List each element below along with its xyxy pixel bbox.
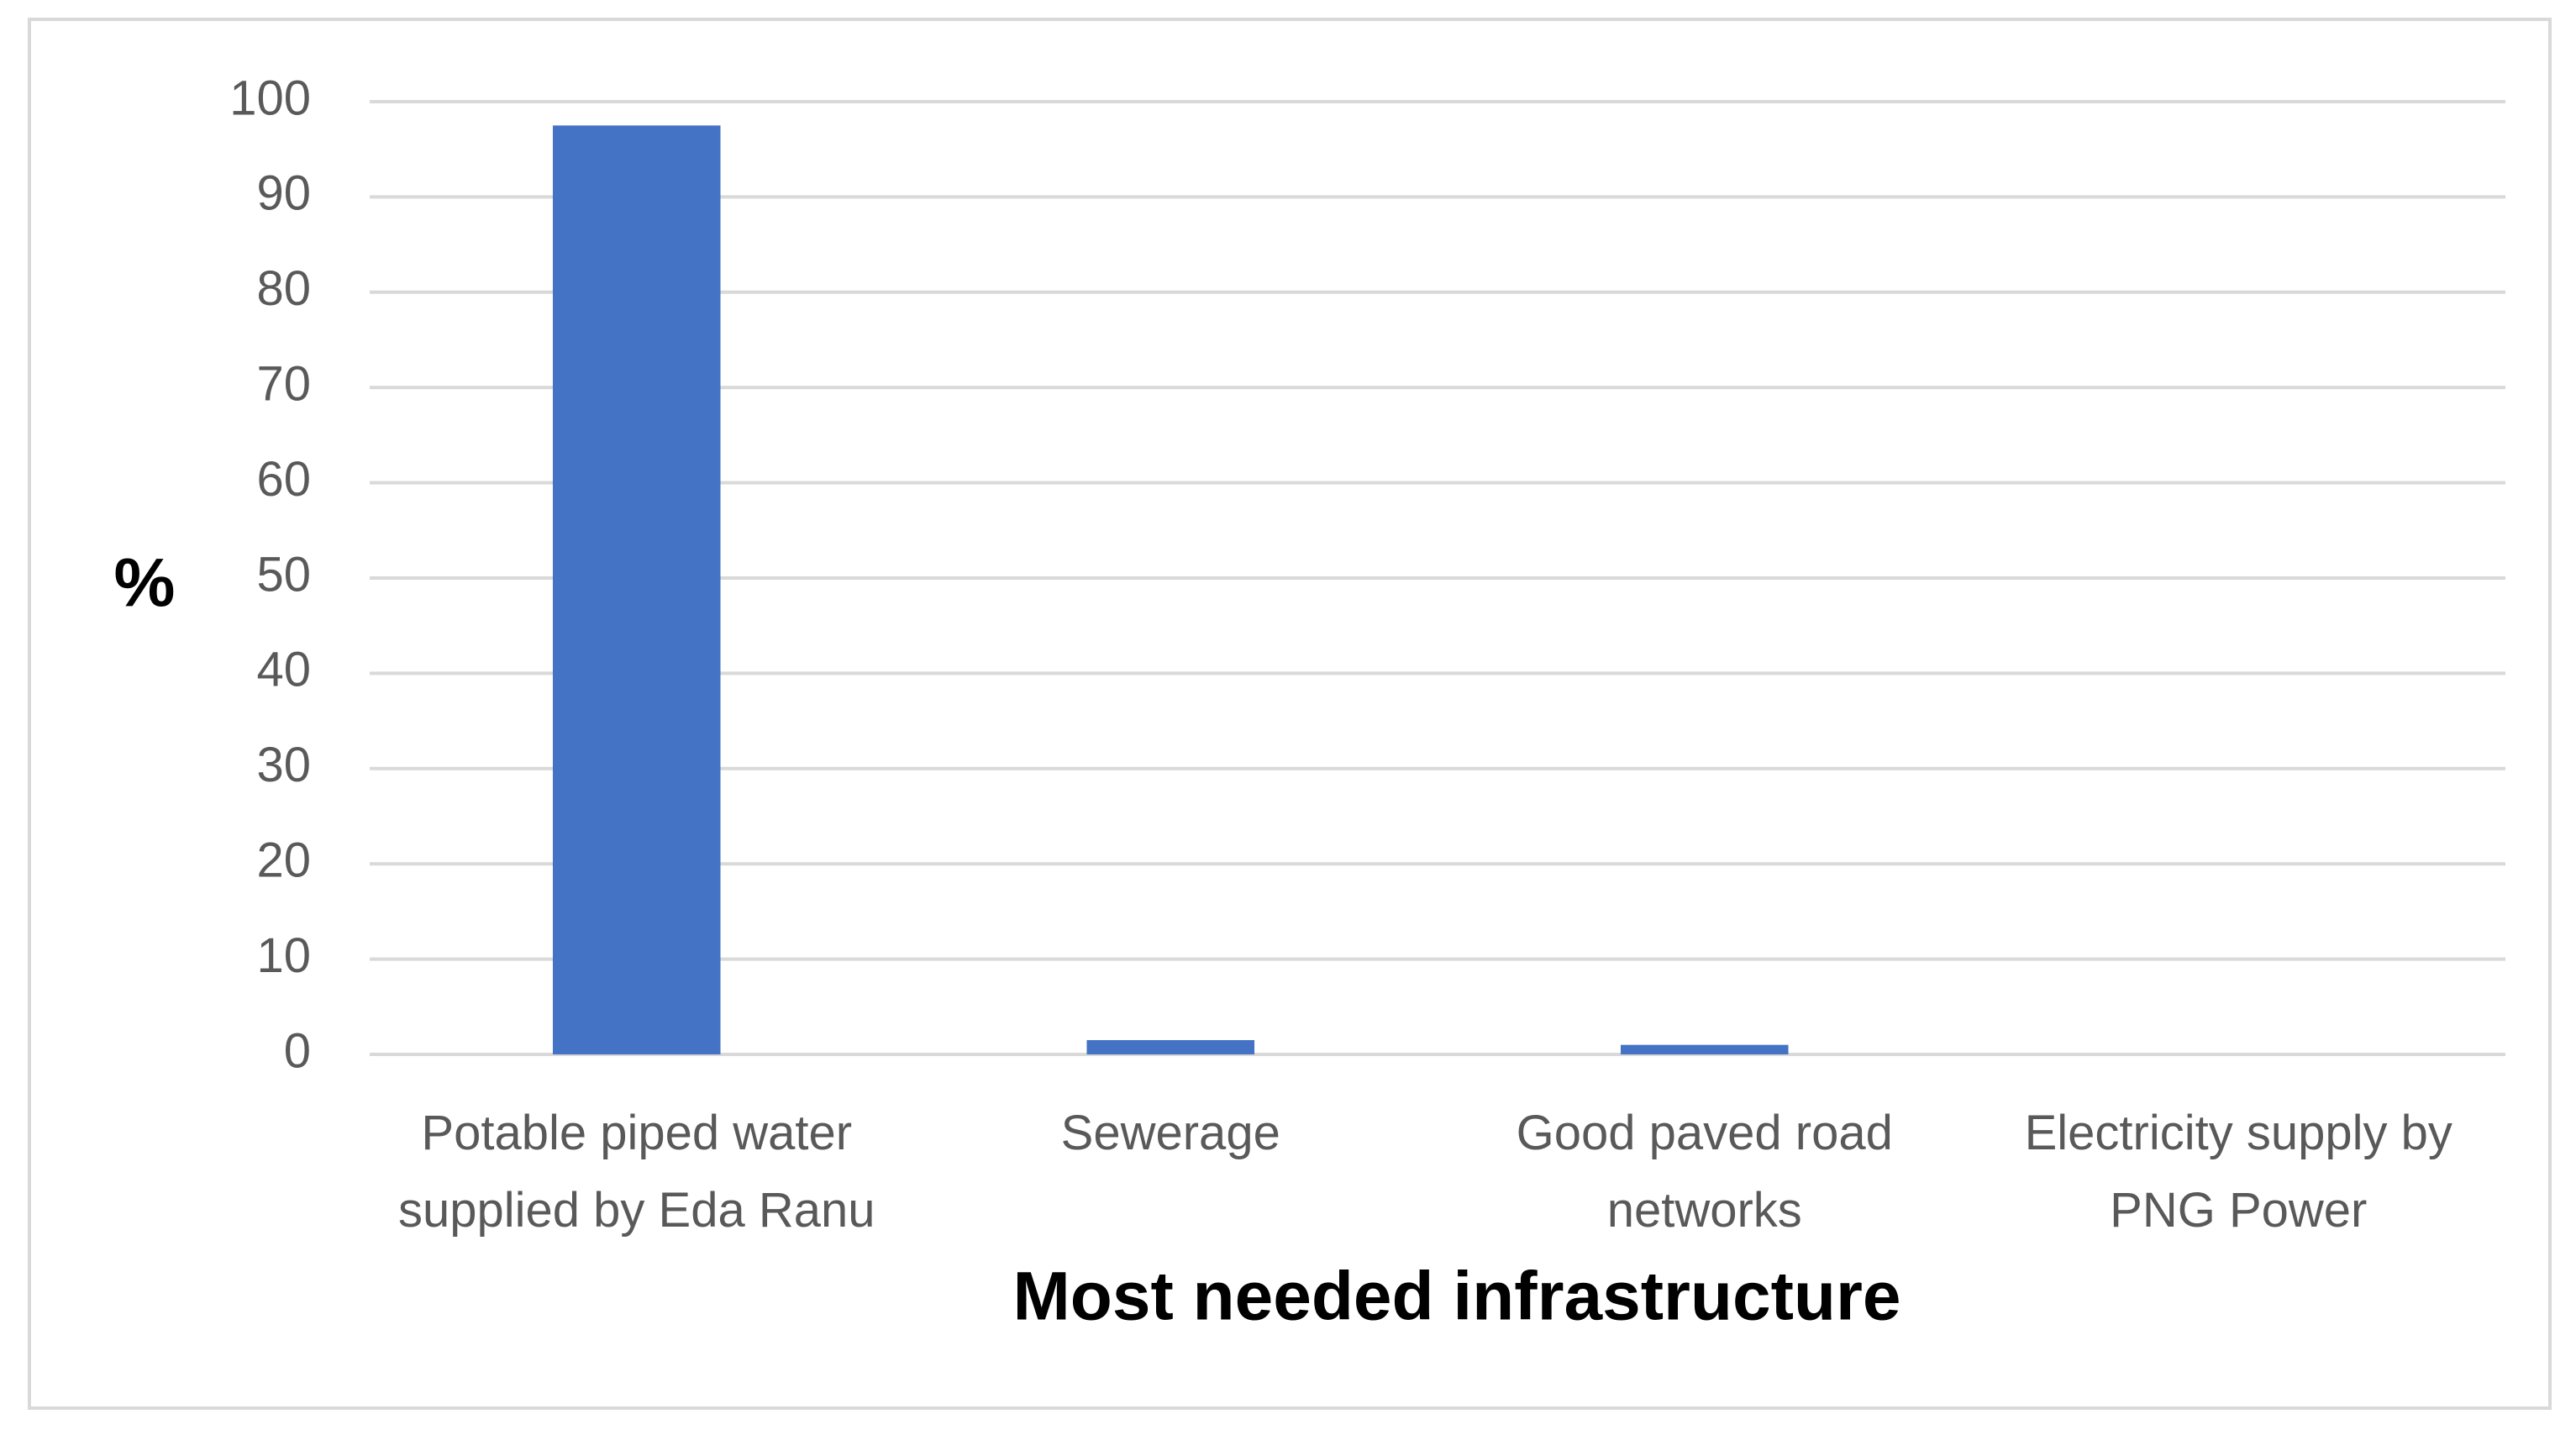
- y-tick-label: 30: [256, 738, 311, 792]
- chart-border: [28, 18, 2552, 1410]
- y-tick-label: 50: [256, 547, 311, 602]
- bar: [552, 125, 721, 1055]
- x-tick-label: Electricity supply by PNG Power: [2025, 1106, 2452, 1238]
- y-tick-label: 20: [256, 833, 311, 888]
- x-tick-label: Potable piped water supplied by Eda Ranu: [398, 1106, 875, 1238]
- y-axis-title: %: [114, 545, 176, 622]
- y-tick-label: 80: [256, 261, 311, 316]
- y-tick-label: 70: [256, 357, 311, 412]
- y-tick-label: 10: [256, 928, 311, 983]
- y-tick-label: 40: [256, 643, 311, 697]
- x-tick-label: Sewerage: [1061, 1106, 1280, 1160]
- y-tick-label: 90: [256, 166, 311, 221]
- bar: [1620, 1044, 1789, 1054]
- y-tick-label: 0: [284, 1023, 311, 1078]
- y-tick-label: 60: [256, 452, 311, 507]
- bar: [1086, 1039, 1255, 1054]
- x-tick-label: Good paved road networks: [1517, 1106, 1893, 1238]
- y-tick-label: 100: [229, 71, 311, 125]
- x-axis-title: Most needed infrastructure: [1012, 1259, 1900, 1335]
